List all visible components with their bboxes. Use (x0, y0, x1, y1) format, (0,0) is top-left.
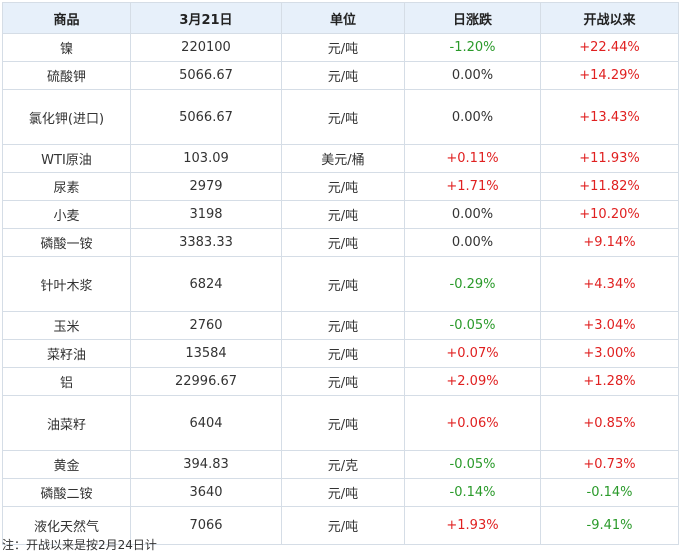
column-header-daily-change: 日涨跌 (404, 2, 541, 34)
commodity-name: 玉米 (2, 311, 131, 340)
price-value: 5066.67 (130, 61, 282, 90)
price-value: 6824 (130, 256, 282, 312)
table-row: 针叶木浆 6824 元/吨 -0.29% +4.34% (2, 256, 679, 312)
unit-value: 元/吨 (281, 89, 405, 145)
unit-value: 元/吨 (281, 228, 405, 257)
daily-change-value: -1.20% (404, 33, 541, 62)
daily-change-value: -0.05% (404, 450, 541, 479)
unit-value: 元/吨 (281, 61, 405, 90)
price-value: 7066 (130, 506, 282, 545)
commodity-name: 菜籽油 (2, 339, 131, 368)
price-value: 3198 (130, 200, 282, 229)
daily-change-value: 0.00% (404, 61, 541, 90)
table-row: WTI原油 103.09 美元/桶 +0.11% +11.93% (2, 144, 679, 173)
daily-change-value: 0.00% (404, 200, 541, 229)
since-change-value: -9.41% (540, 506, 679, 545)
table-row: 氯化钾(进口) 5066.67 元/吨 0.00% +13.43% (2, 89, 679, 145)
since-change-value: -0.14% (540, 478, 679, 507)
unit-value: 美元/桶 (281, 144, 405, 173)
column-header-date: 3月21日 (130, 2, 282, 34)
daily-change-value: 0.00% (404, 228, 541, 257)
price-value: 2979 (130, 172, 282, 201)
commodity-name: 黄金 (2, 450, 131, 479)
unit-value: 元/吨 (281, 506, 405, 545)
daily-change-value: +1.71% (404, 172, 541, 201)
daily-change-value: +0.11% (404, 144, 541, 173)
since-change-value: +10.20% (540, 200, 679, 229)
price-value: 5066.67 (130, 89, 282, 145)
table-row: 液化天然气 7066 元/吨 +1.93% -9.41% (2, 506, 679, 545)
unit-value: 元/吨 (281, 367, 405, 396)
table-row: 油菜籽 6404 元/吨 +0.06% +0.85% (2, 395, 679, 451)
commodity-name: 尿素 (2, 172, 131, 201)
daily-change-value: -0.05% (404, 311, 541, 340)
daily-change-value: +0.06% (404, 395, 541, 451)
daily-change-value: +0.07% (404, 339, 541, 368)
column-header-commodity: 商品 (2, 2, 131, 34)
unit-value: 元/吨 (281, 478, 405, 507)
price-value: 6404 (130, 395, 282, 451)
commodity-name: 氯化钾(进口) (2, 89, 131, 145)
table-row: 铝 22996.67 元/吨 +2.09% +1.28% (2, 367, 679, 396)
table-row: 硫酸钾 5066.67 元/吨 0.00% +14.29% (2, 61, 679, 90)
unit-value: 元/吨 (281, 339, 405, 368)
unit-value: 元/吨 (281, 395, 405, 451)
table-row: 尿素 2979 元/吨 +1.71% +11.82% (2, 172, 679, 201)
unit-value: 元/吨 (281, 200, 405, 229)
daily-change-value: +2.09% (404, 367, 541, 396)
since-change-value: +0.73% (540, 450, 679, 479)
price-value: 3383.33 (130, 228, 282, 257)
since-change-value: +3.04% (540, 311, 679, 340)
unit-value: 元/克 (281, 450, 405, 479)
unit-value: 元/吨 (281, 33, 405, 62)
unit-value: 元/吨 (281, 311, 405, 340)
footnote: 注：开战以来是按2月24日计 (2, 538, 157, 552)
column-header-unit: 单位 (281, 2, 405, 34)
commodity-name: 硫酸钾 (2, 61, 131, 90)
commodity-name: 磷酸二铵 (2, 478, 131, 507)
price-value: 103.09 (130, 144, 282, 173)
commodity-name: 液化天然气 (2, 506, 131, 545)
since-change-value: +13.43% (540, 89, 679, 145)
price-value: 13584 (130, 339, 282, 368)
commodity-name: 油菜籽 (2, 395, 131, 451)
table-row: 镍 220100 元/吨 -1.20% +22.44% (2, 33, 679, 62)
commodity-name: 针叶木浆 (2, 256, 131, 312)
unit-value: 元/吨 (281, 172, 405, 201)
table-header-row: 商品 3月21日 单位 日涨跌 开战以来 (2, 2, 679, 34)
price-value: 220100 (130, 33, 282, 62)
commodity-name: 铝 (2, 367, 131, 396)
price-value: 22996.67 (130, 367, 282, 396)
price-value: 3640 (130, 478, 282, 507)
daily-change-value: -0.14% (404, 478, 541, 507)
since-change-value: +0.85% (540, 395, 679, 451)
commodity-name: 小麦 (2, 200, 131, 229)
since-change-value: +4.34% (540, 256, 679, 312)
commodity-name: 镍 (2, 33, 131, 62)
since-change-value: +11.82% (540, 172, 679, 201)
commodity-price-table: 商品 3月21日 单位 日涨跌 开战以来 镍 220100 元/吨 -1.20% +22… (2, 2, 679, 545)
table-row: 磷酸二铵 3640 元/吨 -0.14% -0.14% (2, 478, 679, 507)
table-row: 小麦 3198 元/吨 0.00% +10.20% (2, 200, 679, 229)
table-row: 磷酸一铵 3383.33 元/吨 0.00% +9.14% (2, 228, 679, 257)
since-change-value: +22.44% (540, 33, 679, 62)
daily-change-value: -0.29% (404, 256, 541, 312)
column-header-change-since-war: 开战以来 (540, 2, 679, 34)
commodity-name: WTI原油 (2, 144, 131, 173)
since-change-value: +14.29% (540, 61, 679, 90)
since-change-value: +11.93% (540, 144, 679, 173)
daily-change-value: 0.00% (404, 89, 541, 145)
table-row: 黄金 394.83 元/克 -0.05% +0.73% (2, 450, 679, 479)
table-row: 菜籽油 13584 元/吨 +0.07% +3.00% (2, 339, 679, 368)
daily-change-value: +1.93% (404, 506, 541, 545)
table-row: 玉米 2760 元/吨 -0.05% +3.04% (2, 311, 679, 340)
unit-value: 元/吨 (281, 256, 405, 312)
price-value: 394.83 (130, 450, 282, 479)
since-change-value: +1.28% (540, 367, 679, 396)
since-change-value: +9.14% (540, 228, 679, 257)
commodity-name: 磷酸一铵 (2, 228, 131, 257)
since-change-value: +3.00% (540, 339, 679, 368)
price-value: 2760 (130, 311, 282, 340)
